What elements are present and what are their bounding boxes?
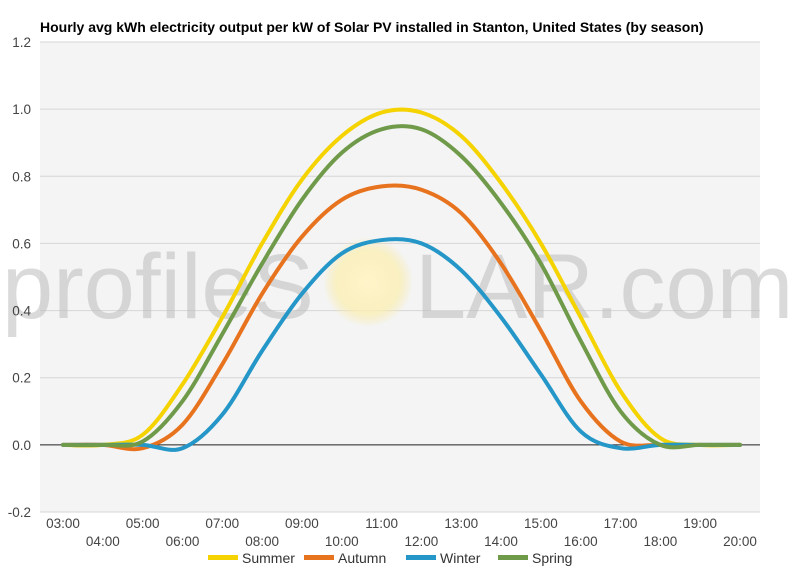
y-tick-label: 1.2 (12, 35, 31, 50)
x-axis-ticks: 03:00 04:00 05:00 06:00 07:00 08:00 09:00 10:00… (46, 516, 757, 549)
x-tick-label: 03:00 (46, 516, 80, 531)
watermark-left: profileS (2, 236, 314, 338)
x-tick-label: 06:00 (166, 534, 200, 549)
x-tick-label: 16:00 (564, 534, 598, 549)
y-tick-label: 0.4 (12, 304, 31, 319)
x-tick-label: 07:00 (205, 516, 239, 531)
legend-item-summer[interactable]: Summer (208, 550, 295, 566)
x-tick-label: 11:00 (365, 516, 398, 531)
series-lines (61, 107, 742, 452)
series-line-spring (61, 124, 742, 450)
chart-title: Hourly avg kWh electricity output per kW… (40, 19, 704, 35)
x-tick-label: 17:00 (604, 516, 638, 531)
x-tick-label: 12:00 (405, 534, 439, 549)
legend-swatch (406, 555, 436, 560)
x-tick-label: 08:00 (245, 534, 279, 549)
y-tick-label: 0.0 (12, 438, 31, 453)
x-tick-label: 13:00 (444, 516, 478, 531)
y-tick-label: -0.2 (8, 505, 31, 520)
legend-label: Spring (532, 550, 572, 566)
y-tick-label: 0.2 (12, 371, 31, 386)
x-tick-label: 15:00 (524, 516, 558, 531)
x-tick-label: 04:00 (86, 534, 120, 549)
y-tick-label: 0.8 (12, 169, 31, 184)
x-tick-label: 10:00 (325, 534, 359, 549)
y-tick-label: 1.0 (12, 102, 31, 117)
y-axis-ticks: -0.2 0.0 0.2 0.4 0.6 0.8 1.0 1.2 (8, 35, 32, 520)
x-tick-label: 05:00 (126, 516, 160, 531)
legend-item-autumn[interactable]: Autumn (304, 550, 386, 566)
x-tick-label: 19:00 (683, 516, 717, 531)
legend-swatch (498, 555, 528, 560)
watermark-right: LAR.com (415, 236, 793, 338)
legend-label: Autumn (338, 550, 386, 566)
x-tick-label: 18:00 (643, 534, 677, 549)
series-line-winter (61, 237, 742, 452)
legend-swatch (208, 555, 238, 560)
x-tick-label: 20:00 (723, 534, 757, 549)
legend-item-spring[interactable]: Spring (498, 550, 572, 566)
legend-label: Winter (440, 550, 481, 566)
legend-label: Summer (242, 550, 295, 566)
legend-swatch (304, 555, 334, 560)
series-line-autumn (61, 183, 742, 452)
legend-item-winter[interactable]: Winter (406, 550, 481, 566)
x-tick-label: 09:00 (285, 516, 319, 531)
watermark: profileS LAR.com (2, 236, 793, 338)
series-line-summer (61, 107, 742, 448)
y-tick-label: 0.6 (12, 236, 31, 251)
legend: Summer Autumn Winter Spring (208, 550, 572, 566)
sun-icon (323, 237, 413, 327)
x-tick-label: 14:00 (484, 534, 518, 549)
